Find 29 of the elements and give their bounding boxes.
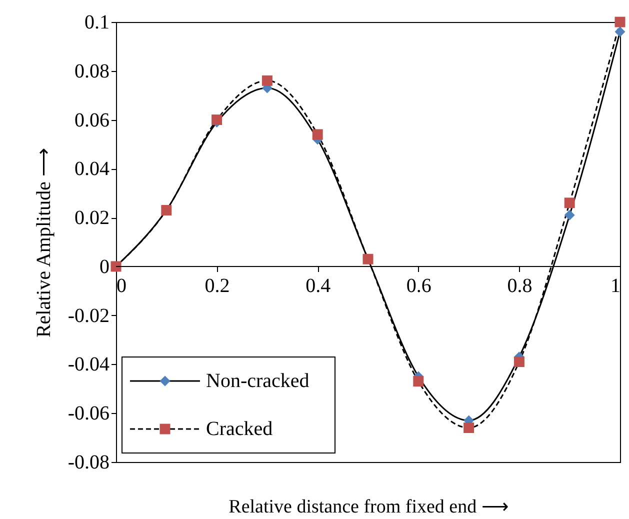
point (614, 26, 626, 38)
y-tick-label: 0.02 (74, 207, 110, 230)
x-tick-label: 0.8 (507, 274, 532, 297)
point (564, 210, 575, 220)
point (312, 129, 323, 140)
x-tick-label: 1 (610, 274, 620, 297)
legend-label: Cracked (206, 418, 273, 440)
y-tick-label: 0.04 (74, 158, 110, 180)
y-axis-title: Relative Amplitude ⟶ (32, 147, 55, 338)
point (514, 356, 524, 368)
x-tick-label: 0 (116, 274, 126, 297)
y-tick-label: -0.06 (68, 402, 110, 425)
point (614, 16, 626, 28)
y-tick-label: -0.02 (68, 304, 110, 327)
y-tick-label: 0.08 (74, 60, 110, 82)
point (564, 198, 575, 208)
x-axis-title: Relative distance from fixed end ⟶ (228, 496, 508, 518)
y-tick-label: -0.08 (68, 452, 110, 474)
x-tick-label: 0.2 (204, 274, 230, 297)
x-tick-label: 0.6 (406, 274, 432, 297)
x-tick-label: 0.4 (306, 274, 331, 297)
point (464, 422, 474, 434)
legend-label: Non-cracked (206, 370, 310, 392)
y-tick-label: -0.04 (68, 354, 110, 376)
point (262, 75, 272, 86)
point (413, 376, 424, 387)
y-tick-label: 0 (100, 256, 110, 278)
y-tick-label: 0.06 (74, 109, 110, 132)
y-tick-label: 0.1 (84, 12, 110, 34)
